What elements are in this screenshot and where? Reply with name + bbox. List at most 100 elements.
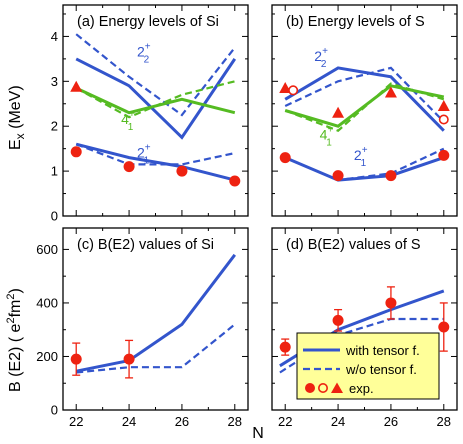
x-tick-label: 24	[331, 414, 345, 429]
level-annotation-main: 2	[314, 48, 322, 64]
panel-c: 22 24 26 28 0 200 400 600 (c) B(E2) values of Si	[36, 227, 249, 429]
exp-point	[176, 165, 188, 177]
level-annotation-sub: 1	[361, 158, 367, 169]
level-annotation-sub: 2	[144, 55, 150, 66]
legend-exp-label: exp.	[349, 381, 374, 396]
legend-exp-circle-marker	[305, 383, 315, 393]
exp-point-triangle	[332, 106, 345, 118]
x-tick-label: 28	[228, 414, 242, 429]
exp-point-open	[288, 85, 299, 96]
series-line-2p1-wo-tensor	[284, 147, 445, 182]
y-label-be2-end: )	[7, 288, 24, 293]
series-line-2p1-with-tensor	[75, 142, 236, 182]
x-tick-label: 28	[437, 414, 451, 429]
level-annotation: 4+ 1	[320, 125, 334, 149]
exp-point	[279, 341, 291, 353]
exp-point-triangle	[384, 86, 397, 98]
exp-point-open	[438, 114, 449, 125]
level-annotation-sub: 1	[144, 156, 150, 167]
level-annotation-main: 2	[137, 44, 145, 60]
y-label-energy-unit: (MeV)	[7, 85, 24, 133]
level-annotation-sub: 2	[321, 59, 327, 70]
y-axis-label-energy: Ex (MeV)	[7, 85, 27, 150]
exp-point	[332, 314, 344, 326]
series-line-4p1-wo-tensor	[75, 80, 236, 119]
level-annotation-main: 2	[354, 147, 362, 163]
panel-d-title: (d) B(E2) values of S	[286, 237, 421, 253]
y-label-be2-main: B (E2) ( e	[7, 323, 24, 392]
y-tick-label: 2	[51, 119, 58, 134]
y-label-energy-sub: x	[13, 133, 27, 139]
series-line-with-tensor	[75, 253, 236, 373]
exp-point	[279, 152, 291, 164]
series-line-2p2-wo-tensor	[284, 66, 445, 123]
panel-d: 22 24 26 28 (d) B(E2) values of S	[271, 227, 458, 429]
x-tick-label: 26	[384, 414, 398, 429]
x-tick-label: 22	[69, 414, 83, 429]
y-tick-label: 0	[51, 403, 58, 418]
x-tick-label: 26	[175, 414, 189, 429]
level-annotation: 2+ 2	[314, 46, 328, 70]
legend-exp-open-circle-marker	[317, 382, 328, 393]
exp-point	[70, 146, 82, 158]
series-line-wo-tensor	[76, 323, 236, 374]
exp-point	[70, 353, 82, 365]
exp-point	[229, 175, 241, 187]
x-tick-label: 24	[122, 414, 136, 429]
panel-b-frame	[271, 4, 458, 217]
y-tick-label: 0	[51, 209, 58, 224]
level-annotation-sup: +	[129, 109, 135, 120]
level-annotation-sup: +	[362, 145, 368, 156]
y-tick-label: 400	[36, 295, 58, 310]
y-tick-label: 200	[36, 349, 58, 364]
panel-b: (b) Energy levels of S2+ 24+ 12+ 1	[271, 4, 458, 217]
exp-point	[385, 297, 397, 309]
legend: with tensor f. w/o tensor f. exp.	[296, 332, 440, 400]
series-line-2p2-wo-tensor	[75, 33, 236, 117]
series-line-2p1-wo-tensor	[75, 143, 236, 166]
legend-with-tensor-label: with tensor f.	[345, 343, 420, 358]
exp-point	[438, 321, 450, 333]
series-line-2p2-with-tensor	[284, 66, 445, 132]
y-label-energy-main: E	[7, 139, 24, 150]
exp-point	[385, 170, 397, 182]
y-label-be2-mid: fm	[7, 300, 24, 318]
y-tick-label: 1	[51, 164, 58, 179]
x-axis-label: N	[252, 425, 264, 442]
y-label-be2-sup1: 2	[5, 317, 17, 323]
panel-a-title: (a) Energy levels of Si	[77, 14, 219, 30]
level-annotation: 4+ 1	[121, 109, 135, 133]
level-annotation-main: 2	[137, 145, 145, 161]
exp-point	[123, 353, 135, 365]
level-annotation-sup: +	[145, 42, 151, 53]
legend-wo-tensor-label: w/o tensor f.	[345, 362, 417, 377]
exp-point-triangle	[70, 80, 83, 92]
y-label-be2-sup2: 2	[5, 294, 17, 300]
level-annotation: 2+ 1	[137, 143, 151, 167]
legend-exp-triangle-marker	[331, 382, 343, 393]
level-annotation-main: 4	[320, 127, 328, 143]
y-tick-label: 600	[36, 242, 58, 257]
series-line-4p1-wo-tensor	[284, 82, 445, 132]
series-line-2p2-with-tensor	[75, 57, 237, 140]
level-annotation: 2+ 2	[137, 42, 151, 66]
y-axis-label-be2: B (E2) ( e2fm2)	[5, 288, 24, 392]
legend-box	[296, 332, 440, 400]
exp-point	[123, 161, 135, 173]
level-annotation-main: 4	[121, 111, 129, 127]
level-annotation: 2+ 1	[354, 145, 368, 169]
y-tick-label: 4	[51, 29, 58, 44]
level-annotation-sub: 1	[128, 122, 134, 133]
level-annotation-sup: +	[145, 143, 151, 154]
exp-point	[332, 170, 344, 182]
level-annotation-sup: +	[322, 46, 328, 57]
y-tick-label: 3	[51, 74, 58, 89]
level-annotation-sup: +	[327, 125, 333, 136]
panel-c-frame	[62, 227, 249, 411]
exp-point	[438, 149, 450, 161]
x-tick-label: 22	[278, 414, 292, 429]
panel-b-title: (b) Energy levels of S	[286, 14, 425, 30]
